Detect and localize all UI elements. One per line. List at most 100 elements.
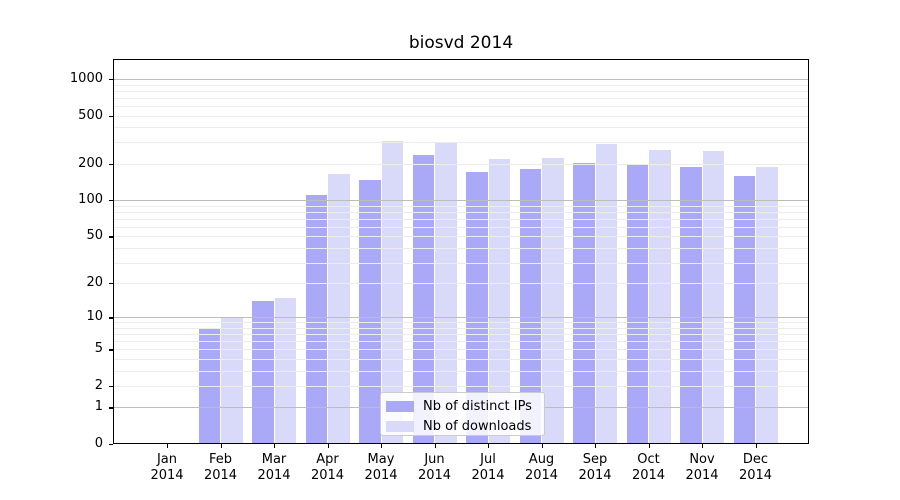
minor-gridline <box>113 247 809 249</box>
legend: Nb of distinct IPs Nb of downloads <box>380 392 545 436</box>
x-tick <box>274 444 276 448</box>
minor-gridline <box>113 349 809 351</box>
bar-downloads <box>381 140 403 444</box>
y-tick <box>109 444 113 446</box>
bar-distinct-ips <box>466 172 488 444</box>
y-tick <box>109 283 113 285</box>
minor-gridline <box>113 205 809 207</box>
bar-distinct-ips <box>573 162 595 444</box>
minor-gridline <box>113 334 809 336</box>
x-tick-label: Jan 2014 <box>150 452 184 483</box>
y-tick-label: 200 <box>78 155 103 171</box>
x-tick-label: May 2014 <box>364 452 398 483</box>
x-tick <box>595 444 597 448</box>
bar-distinct-ips <box>626 165 648 444</box>
bar-downloads <box>702 151 724 444</box>
minor-gridline <box>113 90 809 92</box>
x-tick <box>702 444 704 448</box>
legend-item-downloads: Nb of downloads <box>381 416 544 436</box>
legend-label-distinct-ips: Nb of distinct IPs <box>423 398 532 414</box>
bar-downloads <box>328 173 350 444</box>
x-tick <box>327 444 329 448</box>
y-tick <box>109 236 113 238</box>
y-tick-label: 5 <box>94 341 103 357</box>
bar-downloads <box>649 150 671 444</box>
bar-distinct-ips <box>519 169 541 444</box>
bar-downloads <box>435 142 457 444</box>
y-tick <box>109 317 113 319</box>
minor-gridline <box>113 84 809 86</box>
bar-downloads <box>542 157 564 444</box>
bar-distinct-ips <box>198 327 220 444</box>
x-tick-label: Jul 2014 <box>471 452 505 483</box>
y-tick <box>109 163 113 166</box>
y-tick-label: 1000 <box>69 70 103 86</box>
minor-gridline <box>113 236 809 238</box>
x-tick-label: Mar 2014 <box>257 452 291 483</box>
x-tick <box>541 444 543 448</box>
x-tick-label: Feb 2014 <box>203 452 238 483</box>
chart-title: biosvd 2014 <box>408 33 514 53</box>
x-tick-label: Aug 2014 <box>524 452 559 483</box>
x-tick <box>381 444 383 448</box>
x-tick <box>488 444 490 448</box>
y-tick <box>109 349 113 351</box>
legend-swatch-distinct-ips <box>386 400 414 412</box>
y-tick <box>109 78 113 81</box>
y-tick-label: 20 <box>86 275 103 291</box>
x-tick <box>755 444 757 448</box>
y-tick-label: 10 <box>86 309 103 325</box>
y-tick <box>109 115 113 117</box>
x-tick <box>167 444 169 448</box>
legend-swatch-downloads <box>386 420 414 432</box>
minor-gridline <box>113 218 809 220</box>
y-tick-label: 50 <box>86 228 103 244</box>
legend-label-downloads: Nb of downloads <box>423 418 532 434</box>
minor-gridline <box>113 341 809 343</box>
bar-distinct-ips <box>359 179 381 444</box>
y-tick <box>109 200 113 202</box>
bar-downloads <box>488 158 510 444</box>
major-gridline <box>113 78 809 80</box>
minor-gridline <box>113 358 809 360</box>
minor-gridline <box>113 385 809 387</box>
x-tick-label: Sep 2014 <box>578 452 612 483</box>
bar-downloads <box>756 166 778 444</box>
x-tick-label: Jun 2014 <box>417 452 452 483</box>
y-tick-label: 100 <box>78 192 103 208</box>
x-tick-label: Dec 2014 <box>738 452 773 483</box>
y-tick <box>109 385 113 388</box>
bar-distinct-ips <box>680 166 702 444</box>
y-tick-label: 2 <box>94 377 103 393</box>
bar-distinct-ips <box>733 175 755 444</box>
minor-gridline <box>113 142 809 144</box>
x-tick-label: Oct 2014 <box>631 452 666 483</box>
x-tick-label: Nov 2014 <box>685 452 719 483</box>
minor-gridline <box>113 283 809 285</box>
legend-item-distinct-ips: Nb of distinct IPs <box>381 396 544 416</box>
y-tick-label: 0 <box>94 436 103 451</box>
minor-gridline <box>113 127 809 129</box>
major-gridline <box>113 317 809 319</box>
x-tick <box>648 444 650 448</box>
y-tick-label: 500 <box>78 107 103 123</box>
x-tick <box>434 444 436 448</box>
minor-gridline <box>113 97 809 99</box>
x-tick <box>220 444 222 448</box>
minor-gridline <box>113 370 809 372</box>
x-tick-label: Apr 2014 <box>310 452 345 483</box>
y-tick-label: 1 <box>94 399 103 415</box>
minor-gridline <box>113 115 809 117</box>
y-tick <box>109 407 113 409</box>
minor-gridline <box>113 327 809 329</box>
minor-gridline <box>113 226 809 228</box>
bar-downloads <box>595 144 617 444</box>
major-gridline <box>113 200 809 202</box>
minor-gridline <box>113 322 809 324</box>
bar-distinct-ips <box>305 195 327 444</box>
minor-gridline <box>113 262 809 264</box>
minor-gridline <box>113 163 809 165</box>
minor-gridline <box>113 105 809 107</box>
minor-gridline <box>113 211 809 213</box>
